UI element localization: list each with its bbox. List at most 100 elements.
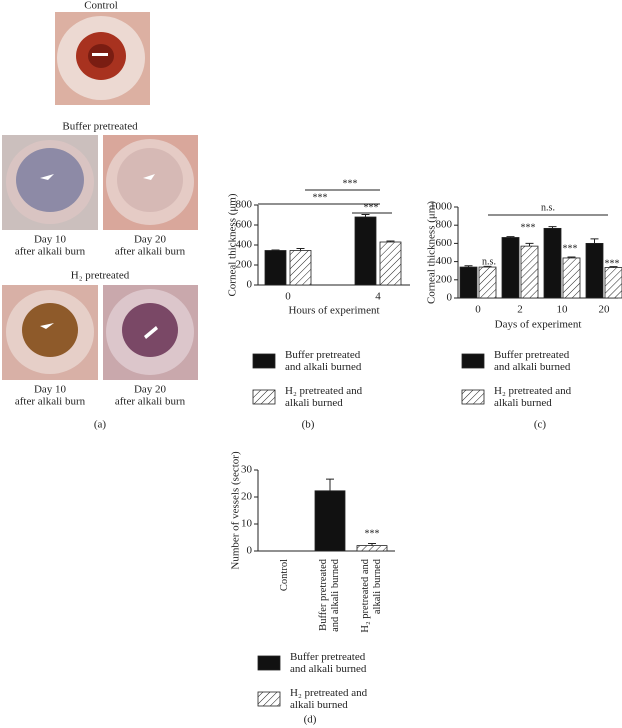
legend-swatch [461, 353, 485, 369]
error-bar [548, 226, 557, 229]
error-bar [567, 256, 576, 258]
panel-label: (d) [304, 714, 317, 726]
photo-caption: after alkali burn [115, 396, 186, 408]
bar [501, 237, 520, 299]
legend-label: Buffer pretreated and alkali burned [494, 349, 571, 373]
bar [604, 267, 622, 299]
bar [289, 250, 312, 286]
x-tick-label: 0 [285, 291, 291, 303]
error-bar [326, 478, 334, 491]
x-tick-label: 0 [475, 304, 481, 316]
bar [562, 257, 581, 299]
x-tick-label: Buffer pretreated and alkali burned [318, 559, 341, 632]
error-bar [361, 214, 370, 217]
x-tick-label: 4 [375, 291, 381, 303]
x-axis-label: Days of experiment [495, 319, 582, 331]
bar [264, 250, 287, 286]
photo-title: Buffer pretreated [62, 121, 138, 133]
annotation: n.s. [541, 202, 555, 213]
bar [520, 245, 539, 299]
y-tick-label: 0 [447, 292, 453, 304]
y-tick-label: 200 [236, 259, 253, 271]
bar [314, 490, 346, 552]
bar [585, 242, 604, 299]
y-tick-label: 600 [236, 219, 253, 231]
annotation: *** [364, 202, 379, 213]
error-bar [296, 248, 305, 251]
annotation: n.s. [482, 256, 496, 267]
y-tick-label: 400 [436, 255, 453, 267]
photo-title: H₂ pretreated [71, 270, 130, 282]
annotation: *** [563, 243, 578, 254]
y-axis-label: Corneal thickness (μm) [426, 201, 438, 304]
y-tick-label: 10 [241, 518, 253, 530]
x-tick-label: 10 [557, 304, 569, 316]
y-tick-label: 30 [241, 464, 253, 476]
y-tick-label: 800 [436, 219, 453, 231]
bar [379, 241, 402, 286]
photo-h2-day20 [103, 285, 198, 380]
error-bar [525, 242, 534, 247]
legend-label: H₂ pretreated and alkali burned [290, 687, 368, 711]
photo-caption: after alkali burn [15, 396, 86, 408]
bar [543, 227, 562, 299]
y-tick-label: 600 [436, 237, 453, 249]
error-bar [483, 265, 492, 268]
legend-swatch [252, 353, 276, 369]
error-bar [464, 265, 473, 268]
error-bar [609, 266, 618, 268]
y-axis-label: Corneal thickness (μm) [227, 193, 239, 296]
y-tick-label: 400 [236, 239, 253, 251]
x-tick-label: H₂ pretreated and alkali burned [360, 559, 383, 633]
y-tick-label: 0 [247, 545, 253, 557]
panel-label: (b) [302, 419, 315, 431]
legend-swatch [257, 655, 281, 671]
error-bar [386, 240, 395, 242]
bar [354, 216, 377, 286]
x-tick-label: 20 [599, 304, 611, 316]
panel-label: (a) [94, 419, 107, 431]
legend-swatch [252, 389, 276, 405]
y-axis-label: Number of vessels (sector) [230, 451, 242, 570]
legend-swatch [461, 389, 485, 405]
panel-label: (c) [534, 419, 547, 431]
photo-day: Day 20 [134, 234, 167, 246]
photo-control [55, 12, 150, 105]
photo-day: Day 10 [34, 234, 67, 246]
error-bar [506, 236, 515, 238]
photo-buffer-day20 [103, 135, 198, 230]
legend-label: Buffer pretreated and alkali burned [285, 349, 362, 373]
photo-caption: after alkali burn [115, 246, 186, 258]
annotation: *** [343, 178, 358, 189]
x-tick-label: 2 [517, 304, 523, 316]
bar [459, 266, 478, 299]
photo-day: Day 10 [34, 384, 67, 396]
x-axis-label: Hours of experiment [288, 305, 379, 317]
bar [356, 545, 388, 552]
legend-label: Buffer pretreated and alkali burned [290, 651, 367, 675]
annotation: *** [365, 528, 380, 539]
photo-h2-day10 [2, 285, 98, 380]
photo-title: Control [84, 0, 118, 12]
legend-label: H₂ pretreated and alkali burned [285, 385, 363, 409]
y-tick-label: 1000 [430, 201, 453, 213]
y-tick-label: 200 [436, 273, 453, 285]
annotation: *** [313, 192, 328, 203]
legend-swatch [257, 691, 281, 707]
photo-caption: after alkali burn [15, 246, 86, 258]
x-tick-label: Control [279, 559, 290, 592]
photo-buffer-day10 [2, 135, 98, 230]
y-tick-label: 800 [236, 199, 253, 211]
error-bar [368, 542, 376, 546]
y-tick-label: 0 [247, 279, 253, 291]
photo-day: Day 20 [134, 384, 167, 396]
error-bar [271, 249, 280, 251]
error-bar [590, 238, 599, 244]
legend-label: H₂ pretreated and alkali burned [494, 385, 572, 409]
y-tick-label: 20 [241, 491, 253, 503]
annotation: *** [605, 258, 620, 269]
bar [478, 266, 497, 299]
annotation: *** [521, 222, 536, 233]
